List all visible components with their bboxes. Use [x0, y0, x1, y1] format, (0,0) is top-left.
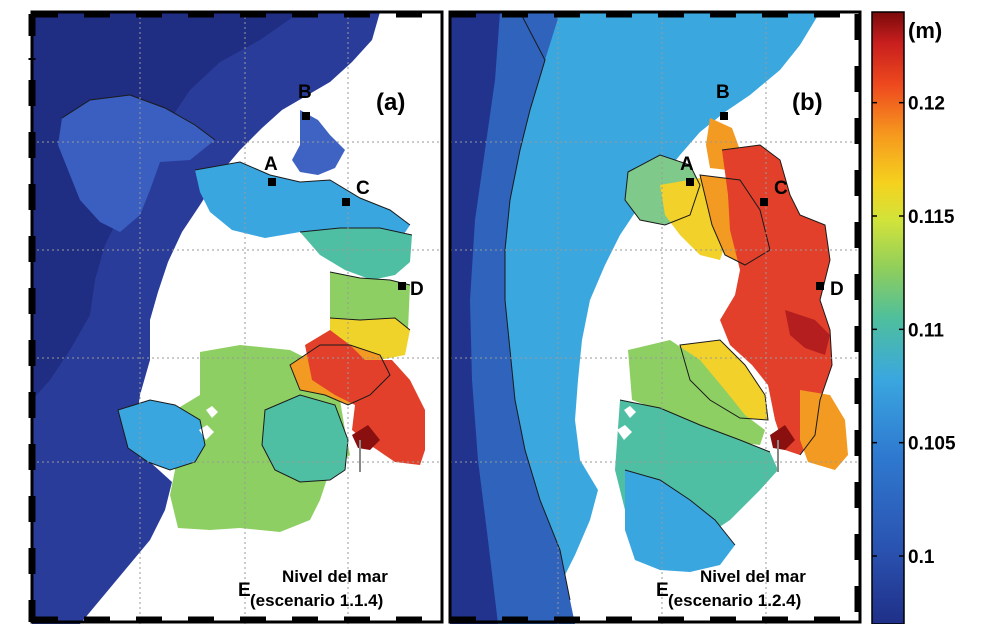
panel-b-darkred-core [785, 310, 830, 355]
panel-b-caption-line2: (escenario 1.2.4) [668, 591, 801, 610]
panel-a-caption-line1: Nivel del mar [282, 567, 388, 586]
panel-b-darkred-spot [770, 425, 795, 450]
panel-a-grid [32, 12, 442, 624]
panel-b-island-1 [617, 425, 632, 440]
panel-a-island-2 [206, 406, 218, 418]
panel-b-label-d: D [830, 279, 844, 300]
panel-b-orange-south [800, 390, 848, 470]
panel-a-south-green [165, 345, 350, 532]
panel-a-label-b: B [298, 82, 312, 103]
panel-a-label-a: A [264, 154, 278, 175]
panel-b-ocean-light [450, 12, 820, 624]
colorbar: (m) 0.12 0.115 0.11 0.105 0.1 [871, 11, 956, 624]
panel-a-caption-line2: (escenario 1.1.4) [250, 591, 383, 610]
panel-b-marker-c [760, 198, 768, 206]
panel-a: (a) A B C D E Nivel del mar (escenario 1… [32, 12, 442, 624]
panel-b-frame-ticks [450, 10, 862, 624]
panel-a-marker-d [398, 282, 406, 290]
panel-a-south-teal [262, 395, 348, 482]
colorbar-ticks: 0.12 0.115 0.11 0.105 0.1 [872, 94, 956, 568]
panel-a-marker-c [342, 198, 350, 206]
colorbar-tick-label: 0.1 [908, 547, 935, 568]
panel-b-island-2 [624, 406, 636, 418]
panel-b-frame [448, 10, 862, 624]
panel-a-label-c: C [356, 178, 370, 199]
panel-b-ocean-deep [450, 12, 500, 624]
panel-b-label-c: C [774, 178, 788, 199]
colorbar-tick-label: 0.12 [908, 94, 945, 115]
panel-b-lightblue-south [625, 470, 735, 572]
panel-b: (b) A B C D E Nivel del mar (escenario 1… [450, 12, 860, 624]
panel-b-grid [450, 12, 860, 624]
colorbar-tick-label: 0.105 [908, 434, 956, 455]
panel-b-yellow-south [680, 340, 768, 420]
panel-a-contours [61, 94, 413, 483]
panel-a-marker-b [302, 112, 310, 120]
panel-b-label-b: B [716, 82, 730, 103]
panel-b-tag: (b) [792, 89, 823, 116]
colorbar-unit: (m) [908, 18, 942, 43]
panel-a-frame [30, 10, 444, 624]
colorbar-gradient [871, 11, 905, 624]
panel-a-label-e: E [238, 580, 251, 601]
panel-a-tag: (a) [376, 89, 405, 116]
colorbar-tick-label: 0.11 [908, 320, 944, 341]
panel-a-frame-ticks [28, 10, 442, 624]
panel-a-island-1 [199, 425, 214, 440]
panel-b-marker-b [720, 112, 728, 120]
panel-a-bay-teal [300, 228, 412, 280]
panel-b-red [720, 145, 832, 455]
panel-b-label-e: E [656, 580, 669, 601]
panel-a-label-d: D [410, 279, 424, 300]
panel-a-marker-a [268, 178, 276, 186]
colorbar-tick-label: 0.115 [908, 207, 955, 228]
panel-b-marker-a [686, 178, 694, 186]
panel-a-ocean-lobe [58, 95, 215, 232]
panel-b-contours [504, 12, 833, 601]
panel-b-label-a: A [680, 154, 694, 175]
panel-b-caption-line1: Nivel del mar [700, 567, 806, 586]
panel-b-green-south [628, 340, 765, 445]
panel-b-marker-d [816, 282, 824, 290]
panel-a-bay-lightblue [195, 162, 410, 240]
